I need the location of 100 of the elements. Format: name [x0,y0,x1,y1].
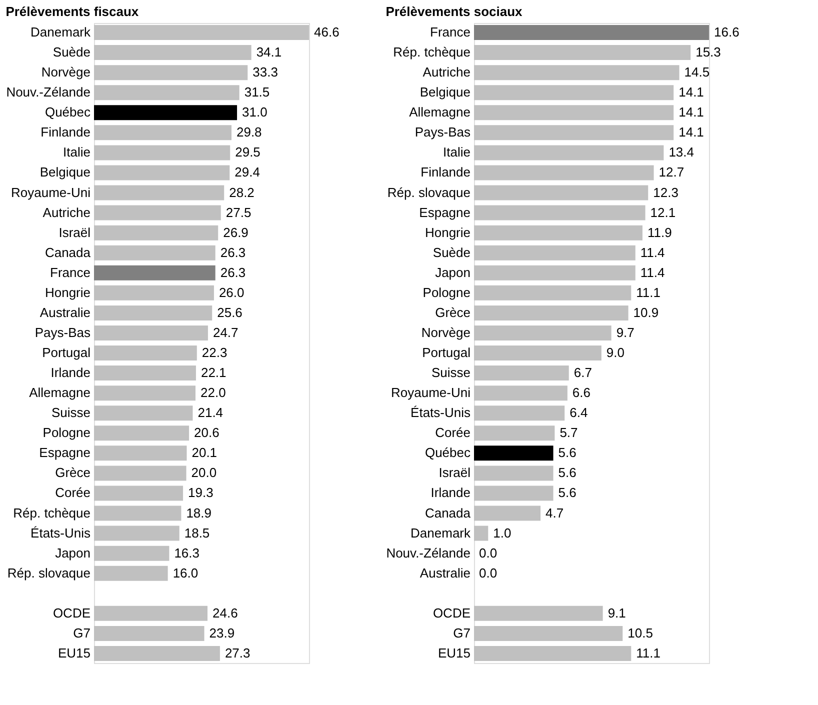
bar [474,225,642,240]
y-tick-label: Pays-Bas [414,124,471,140]
data-label: 27.3 [224,645,250,660]
y-tick-label: Royaume-Uni [11,184,91,200]
data-label: 5.6 [558,445,576,460]
data-label: 29.8 [236,124,262,140]
data-label: 12.7 [658,164,684,180]
data-label: 13.4 [668,144,694,160]
y-tick-label: Suède [52,44,90,60]
data-label: 26.3 [220,264,246,280]
bar [94,386,196,401]
bar [94,165,230,180]
y-tick-label: Canada [44,244,92,260]
bar [94,205,221,220]
bar [94,486,184,501]
bar [94,626,204,641]
bar [94,145,230,160]
bar [94,25,309,40]
data-label: 25.6 [217,304,242,320]
y-tick-label: Japon [55,545,90,560]
bar [474,386,568,401]
y-tick-label: Hongrie [424,224,470,240]
y-tick-label: Autriche [42,204,90,220]
data-label: 20.0 [191,465,217,480]
bar [474,626,623,641]
bar [94,346,197,361]
bar [94,466,186,481]
y-tick-label: Irlande [430,485,470,500]
y-tick-label: Grèce [55,465,90,480]
y-tick-label: G7 [73,625,90,640]
bar [94,366,196,381]
bar [94,245,216,260]
bar [94,65,248,80]
bar [474,486,554,501]
data-label: 11.4 [640,264,665,280]
data-label: 11.9 [647,224,672,240]
chart-title: Prélèvements sociaux [386,4,524,19]
y-tick-label: Finlande [420,164,470,180]
bar [94,45,252,60]
y-tick-label: Belgique [40,164,90,180]
data-label: 26.3 [220,244,246,260]
y-tick-label: Royaume-Uni [391,385,471,400]
bar [474,265,636,280]
y-tick-label: Rép. tchèque [13,505,90,520]
y-tick-label: France [430,24,470,40]
bar [474,205,646,220]
bar [474,346,602,361]
y-tick-label: Italie [443,144,470,160]
y-tick-label: EU15 [438,645,470,660]
y-tick-label: EU15 [58,645,90,660]
bar [474,45,691,60]
bar [94,125,232,140]
y-tick-label: Pologne [42,425,90,440]
y-tick-label: Rép. slovaque [387,184,470,200]
data-label: 28.2 [229,184,254,200]
data-label: 18.5 [184,525,210,540]
data-label: 4.7 [546,505,564,520]
bar [94,406,193,421]
data-label: 9.7 [616,324,634,340]
y-tick-label: Nouv.-Zélande [386,545,470,560]
chart-title: Prélèvements fiscaux [6,4,140,19]
y-tick-label: Corée [55,485,90,500]
data-label: 16.0 [172,565,198,580]
y-tick-label: Suisse [51,405,90,420]
bar [94,305,212,320]
data-label: 10.9 [633,304,659,320]
data-label: 22.1 [200,365,226,380]
y-tick-label: Pays-Bas [34,324,91,340]
bar [94,105,238,120]
y-tick-label: Israël [438,465,471,480]
bar [474,25,709,40]
y-tick-label: Australie [40,304,90,320]
bar [94,265,216,280]
bar [474,165,654,180]
bar [474,325,612,340]
bar [474,85,674,100]
bar [94,185,224,200]
bar [94,606,208,621]
bar [94,325,208,340]
bar [474,305,628,320]
y-tick-label: Danemark [30,24,91,40]
data-label: 20.6 [194,425,220,440]
y-tick-label: Italie [63,144,90,160]
y-tick-label: Québec [424,445,471,460]
y-tick-label: Portugal [42,345,91,360]
data-label: 29.4 [234,164,260,180]
y-tick-label: Japon [435,264,470,280]
y-tick-label: États-Unis [30,525,91,540]
data-label: 26.0 [218,284,244,300]
data-label: 6.4 [570,405,588,420]
y-tick-label: Pologne [422,284,470,300]
y-tick-label: Autriche [422,64,470,80]
bar [94,225,218,240]
bar [474,446,554,461]
bar [474,366,569,381]
bar [94,85,240,100]
data-label: 12.1 [650,204,676,220]
y-tick-label: Rép. tchèque [393,44,470,60]
data-label: 0.0 [479,565,498,580]
bar [474,606,603,621]
